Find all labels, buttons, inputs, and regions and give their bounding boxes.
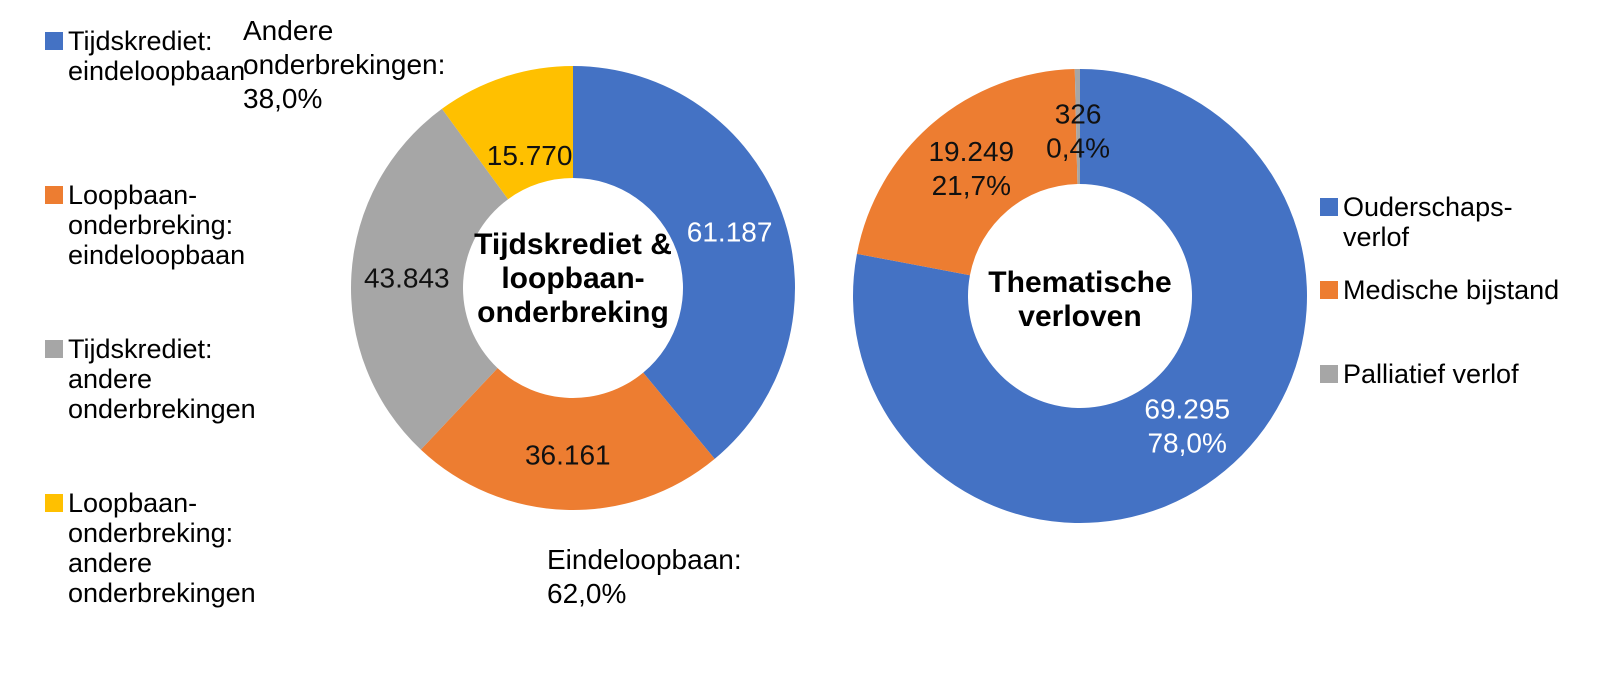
legend-label-line: Loopbaan- <box>68 180 198 210</box>
legend-swatch-blue-icon <box>1320 198 1338 216</box>
annotation-eindeloopbaan: Eindeloopbaan: 62,0% <box>547 543 742 611</box>
legend-item-tijdskrediet-eindeloopbaan: Tijdskrediet: eindeloopbaan <box>45 26 245 86</box>
legend-label-line: eindeloopbaan <box>68 240 246 270</box>
legend-label: Loopbaan- onderbreking: andere onderbrek… <box>68 488 256 608</box>
donut-center-title: Thematische verloven <box>988 266 1171 333</box>
legend-label: Tijdskrediet: andere onderbrekingen <box>68 334 256 424</box>
slice-label-0: 69.295 78,0% <box>1144 393 1230 458</box>
legend-swatch-yellow-icon <box>45 494 63 512</box>
legend-item-loopbaanonderbreking-eindeloopbaan: Loopbaan- onderbreking: eindeloopbaan <box>45 180 245 270</box>
slice-label-1: 19.249 21,7% <box>928 135 1014 200</box>
legend-label-line: Medische bijstand <box>1343 275 1560 305</box>
donut-center-title: Tijdskrediet & loopbaan-onderbreking <box>474 228 672 329</box>
annotation-andere-onderbrekingen: Andere onderbrekingen: 38,0% <box>243 14 445 116</box>
legend-label-line: eindeloopbaan <box>68 56 246 86</box>
slice-label-2: 43.843 <box>364 262 450 293</box>
legend-label: Ouderschaps- verlof <box>1343 192 1513 252</box>
donut-slice-1 <box>856 69 1078 276</box>
slice-label-3: 15.770 <box>487 140 573 171</box>
donut-slice-0 <box>573 66 796 459</box>
legend-swatch-gray-icon <box>1320 365 1338 383</box>
legend-label: Palliatief verlof <box>1343 359 1519 389</box>
annotation-line: 38,0% <box>243 83 323 114</box>
legend-item-tijdskrediet-andere-onderbrekingen: Tijdskrediet: andere onderbrekingen <box>45 334 256 424</box>
legend-label-line: onderbrekingen <box>68 578 256 608</box>
legend-label-line: Loopbaan- <box>68 488 198 518</box>
donut-slice-0 <box>853 69 1308 523</box>
legend-swatch-blue-icon <box>45 32 63 50</box>
annotation-line: Eindeloopbaan: <box>547 544 742 575</box>
legend-label: Medische bijstand <box>1343 275 1559 305</box>
slice-label-2: 326 0,4% <box>1046 98 1110 163</box>
legend-label-line: onderbreking: <box>68 518 234 548</box>
donut-slice-2 <box>350 108 509 450</box>
legend-item-loopbaanonderbreking-andere-onderbrekingen: Loopbaan- onderbreking: andere onderbrek… <box>45 488 256 608</box>
legend-label-line: andere <box>68 364 153 394</box>
annotation-line: onderbrekingen: <box>243 49 446 80</box>
legend-label-line: onderbrekingen <box>68 394 256 424</box>
legend-item-ouderschapsverlof: Ouderschaps- verlof <box>1320 192 1513 252</box>
legend-item-palliatief-verlof: Palliatief verlof <box>1320 359 1519 389</box>
legend-swatch-orange-icon <box>45 186 63 204</box>
legend-item-medische-bijstand: Medische bijstand <box>1320 275 1559 305</box>
slice-label-1: 36.161 <box>525 439 611 470</box>
legend-label: Tijdskrediet: eindeloopbaan <box>68 26 245 86</box>
annotation-line: Andere <box>243 15 334 46</box>
donut-slice-2 <box>1074 69 1080 185</box>
legend-swatch-gray-icon <box>45 340 63 358</box>
legend-swatch-orange-icon <box>1320 281 1338 299</box>
legend-label-line: Ouderschaps- <box>1343 192 1513 222</box>
donut-slice-3 <box>441 66 573 200</box>
legend-label-line: onderbreking: <box>68 210 234 240</box>
legend-label-line: andere <box>68 548 153 578</box>
legend-label-line: Tijdskrediet: <box>68 334 213 364</box>
legend-label: Loopbaan- onderbreking: eindeloopbaan <box>68 180 245 270</box>
slice-label-0: 61.187 <box>687 216 773 247</box>
legend-label-line: Palliatief verlof <box>1343 359 1519 389</box>
legend-label-line: verlof <box>1343 222 1410 252</box>
annotation-line: 62,0% <box>547 578 627 609</box>
donut-slice-1 <box>420 368 715 511</box>
legend-label-line: Tijdskrediet: <box>68 26 213 56</box>
